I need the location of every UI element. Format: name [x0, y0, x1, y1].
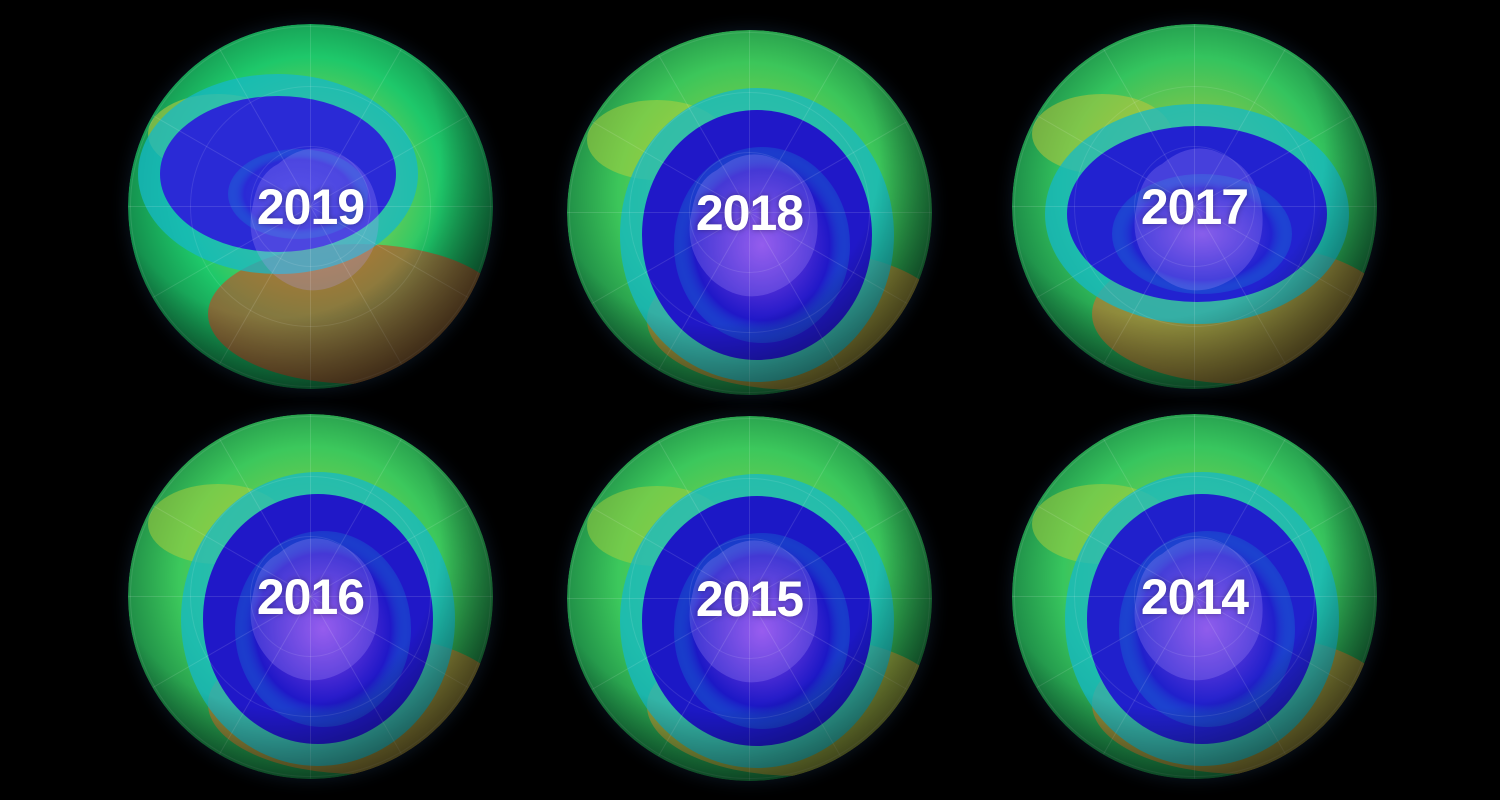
- globe-shading: [128, 24, 493, 389]
- globe-shading: [1012, 24, 1377, 389]
- year-label-2018: 2018: [695, 184, 804, 241]
- year-label-2016: 2016: [256, 568, 365, 625]
- globe-shading: [567, 30, 932, 395]
- globe-2015: 2015: [567, 416, 932, 781]
- globe-map-2017: [1012, 24, 1377, 389]
- globe-map-2016: [128, 414, 493, 779]
- year-label-2019: 2019: [256, 178, 365, 235]
- right-letterbox: [1418, 0, 1500, 800]
- globe-shading: [1012, 414, 1377, 779]
- globe-2017: 2017: [1012, 24, 1377, 389]
- globe-2016: 2016: [128, 414, 493, 779]
- globe-2014: 2014: [1012, 414, 1377, 779]
- globe-shading: [128, 414, 493, 779]
- year-label-2015: 2015: [695, 570, 804, 627]
- globe-2018: 2018: [567, 30, 932, 395]
- globe-map-2019: [128, 24, 493, 389]
- globe-shading: [567, 416, 932, 781]
- year-label-2014: 2014: [1140, 568, 1249, 625]
- globe-map-2014: [1012, 414, 1377, 779]
- globe-2019: 2019: [128, 24, 493, 389]
- year-label-2017: 2017: [1140, 178, 1249, 235]
- left-letterbox: [0, 0, 82, 800]
- globe-map-2018: [567, 30, 932, 395]
- globe-map-2015: [567, 416, 932, 781]
